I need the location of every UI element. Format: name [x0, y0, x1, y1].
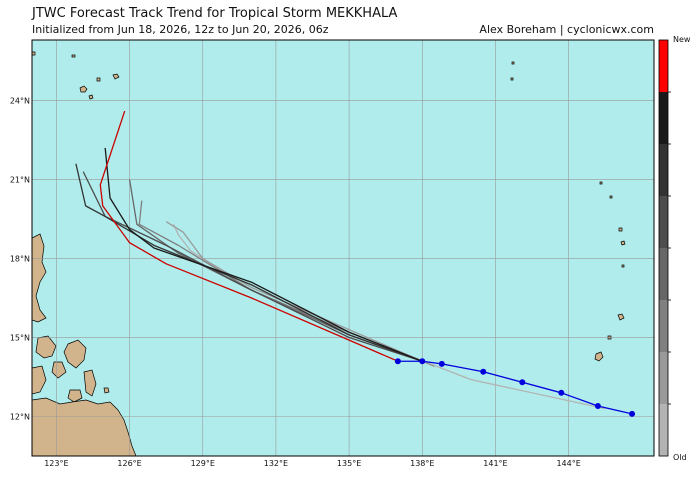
track-age-colorbar: [658, 39, 671, 457]
latitude-tick-label: 12°N: [10, 413, 30, 422]
colorbar-segment: [659, 144, 668, 197]
latitude-tick-label: 18°N: [10, 255, 30, 264]
samar: [63, 339, 87, 369]
colorbar-segment: [659, 92, 668, 145]
land-masses: [32, 51, 626, 456]
mariana-island: [620, 240, 626, 246]
forecast-point-marker: [558, 389, 565, 396]
mariana-island: [599, 181, 603, 185]
longitude-tick-label: 135°E: [337, 459, 361, 468]
ocean-background: [32, 40, 654, 456]
colorbar-segment: [659, 352, 668, 405]
map-subtitle: Initialized from Jun 18, 2026, 12z to Ju…: [32, 23, 329, 36]
forecast-track: [75, 163, 423, 362]
colorbar-segment: [659, 404, 668, 457]
visayas-island: [32, 365, 47, 395]
colorbar-new-label: New: [673, 35, 691, 44]
forecast-track: [104, 147, 423, 362]
latitude-tick-label: 24°N: [10, 97, 30, 106]
forecast-point-marker: [394, 358, 401, 365]
guam: [594, 351, 604, 362]
mindanao: [32, 397, 137, 456]
colorbar-segment: [659, 40, 668, 93]
map-frame: [31, 39, 655, 457]
longitude-tick-label: 141°E: [483, 459, 507, 468]
mariana-island: [511, 61, 515, 65]
longitude-tick-label: 138°E: [410, 459, 434, 468]
leyte: [83, 369, 97, 397]
colorbar-old-label: Old: [673, 453, 687, 462]
mariana-island: [618, 227, 623, 232]
latest-forecast-track: [397, 360, 633, 415]
colorbar-segment: [659, 300, 668, 353]
island: [112, 73, 120, 80]
forecast-track: [99, 110, 399, 362]
forecast-point-marker: [629, 410, 636, 417]
forecast-point-marker: [519, 379, 526, 386]
forecast-point-marker: [594, 402, 601, 409]
island: [71, 54, 76, 58]
island: [103, 387, 110, 394]
longitude-tick-label: 144°E: [556, 459, 580, 468]
island: [88, 94, 94, 100]
mariana-island: [609, 195, 613, 199]
mariana-island: [510, 77, 514, 81]
forecast-point-marker: [419, 358, 426, 365]
island: [96, 77, 101, 82]
colorbar-segment: [659, 196, 668, 249]
bohol: [67, 389, 83, 403]
longitude-tick-label: 132°E: [264, 459, 288, 468]
longitude-tick-label: 129°E: [191, 459, 215, 468]
latitude-tick-label: 15°N: [10, 334, 30, 343]
forecast-point-marker: [438, 360, 445, 367]
colorbar-segment: [659, 248, 668, 301]
luzon: [32, 233, 47, 323]
map-title: JTWC Forecast Track Trend for Tropical S…: [32, 6, 398, 21]
visayas-island: [35, 335, 57, 359]
longitude-tick-label: 123°E: [44, 459, 68, 468]
latitude-labels: 12°N 15°N 18°N 21°N 24°N: [10, 97, 30, 422]
mariana-island: [617, 313, 625, 321]
visayas-island: [51, 361, 67, 379]
credit-text: Alex Boreham | cyclonicwx.com: [479, 23, 654, 36]
island: [32, 51, 36, 56]
colorbar-frame: [658, 39, 669, 457]
mariana-island: [621, 264, 625, 268]
island: [79, 85, 88, 93]
forecast-tracks: [75, 110, 636, 417]
latitude-tick-label: 21°N: [10, 176, 30, 185]
longitude-labels: 123°E 126°E 129°E 132°E 135°E 138°E 141°E 144°E: [44, 459, 581, 468]
longitude-tick-label: 126°E: [117, 459, 141, 468]
forecast-point-marker: [480, 368, 487, 375]
